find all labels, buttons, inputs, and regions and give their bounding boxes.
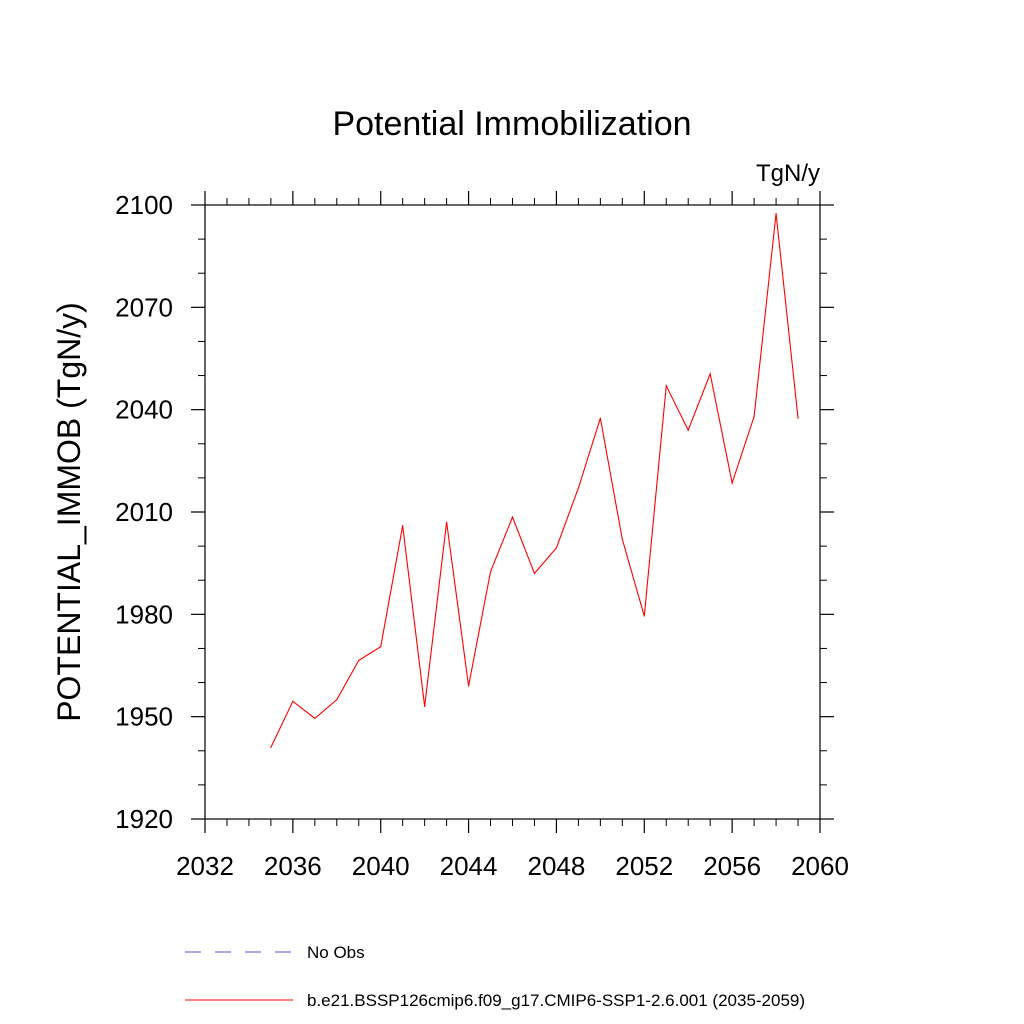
y-tick-label: 2100 xyxy=(115,190,173,220)
x-tick-label: 2044 xyxy=(440,851,498,881)
data-point xyxy=(775,212,777,215)
y-tick-label: 1920 xyxy=(115,804,173,834)
data-point xyxy=(577,487,579,489)
y-tick-label: 2040 xyxy=(115,395,173,425)
series-line-0 xyxy=(270,213,799,748)
x-tick-label: 2060 xyxy=(791,851,849,881)
y-axis-label: POTENTIAL_IMMOB (TgN/y) xyxy=(51,302,87,722)
data-point xyxy=(687,429,689,431)
data-point xyxy=(358,659,360,661)
x-tick-label: 2040 xyxy=(352,851,410,881)
data-point xyxy=(555,547,558,549)
data-point xyxy=(402,525,404,527)
data-point xyxy=(446,521,448,523)
data-point xyxy=(424,705,426,708)
data-point xyxy=(467,685,470,687)
x-tick-label: 2032 xyxy=(176,851,234,881)
legend-label-model: b.e21.BSSP126cmip6.f09_g17.CMIP6-SSP1-2.… xyxy=(307,991,805,1010)
y-axis: 1920 1950 1980 2010 2040 2070 2100 xyxy=(115,190,834,834)
data-point xyxy=(336,699,338,701)
y-tick-label: 2010 xyxy=(115,497,173,527)
data-point xyxy=(511,516,514,518)
data-point xyxy=(643,615,645,617)
y-tick-label: 2070 xyxy=(115,292,173,322)
x-tick-label: 2036 xyxy=(264,851,322,881)
data-point xyxy=(270,746,272,748)
data-point xyxy=(665,385,667,387)
data-point xyxy=(292,700,294,702)
x-axis: 2032 2036 2040 2044 2048 2052 2056 2060 xyxy=(176,191,849,881)
x-tick-label: 2048 xyxy=(528,851,586,881)
data-point xyxy=(709,373,711,375)
legend: No Obs b.e21.BSSP126cmip6.f09_g17.CMIP6-… xyxy=(185,943,805,1010)
chart-title: Potential Immobilization xyxy=(332,105,691,143)
x-tick-label: 2056 xyxy=(703,851,761,881)
legend-label-no-obs: No Obs xyxy=(307,943,365,962)
data-point xyxy=(489,571,492,573)
data-point xyxy=(621,538,623,540)
data-point xyxy=(731,482,733,484)
x-tick-label: 2052 xyxy=(615,851,673,881)
units-label: TgN/y xyxy=(756,160,820,187)
data-point xyxy=(753,415,755,418)
y-tick-label: 1950 xyxy=(115,702,173,732)
data-point xyxy=(533,572,536,575)
series-layer xyxy=(270,212,799,748)
data-point xyxy=(797,417,799,419)
data-point xyxy=(314,717,316,719)
y-tick-label: 1980 xyxy=(115,599,173,629)
data-point xyxy=(380,646,382,648)
data-point xyxy=(599,417,601,419)
plot-frame xyxy=(204,204,821,820)
